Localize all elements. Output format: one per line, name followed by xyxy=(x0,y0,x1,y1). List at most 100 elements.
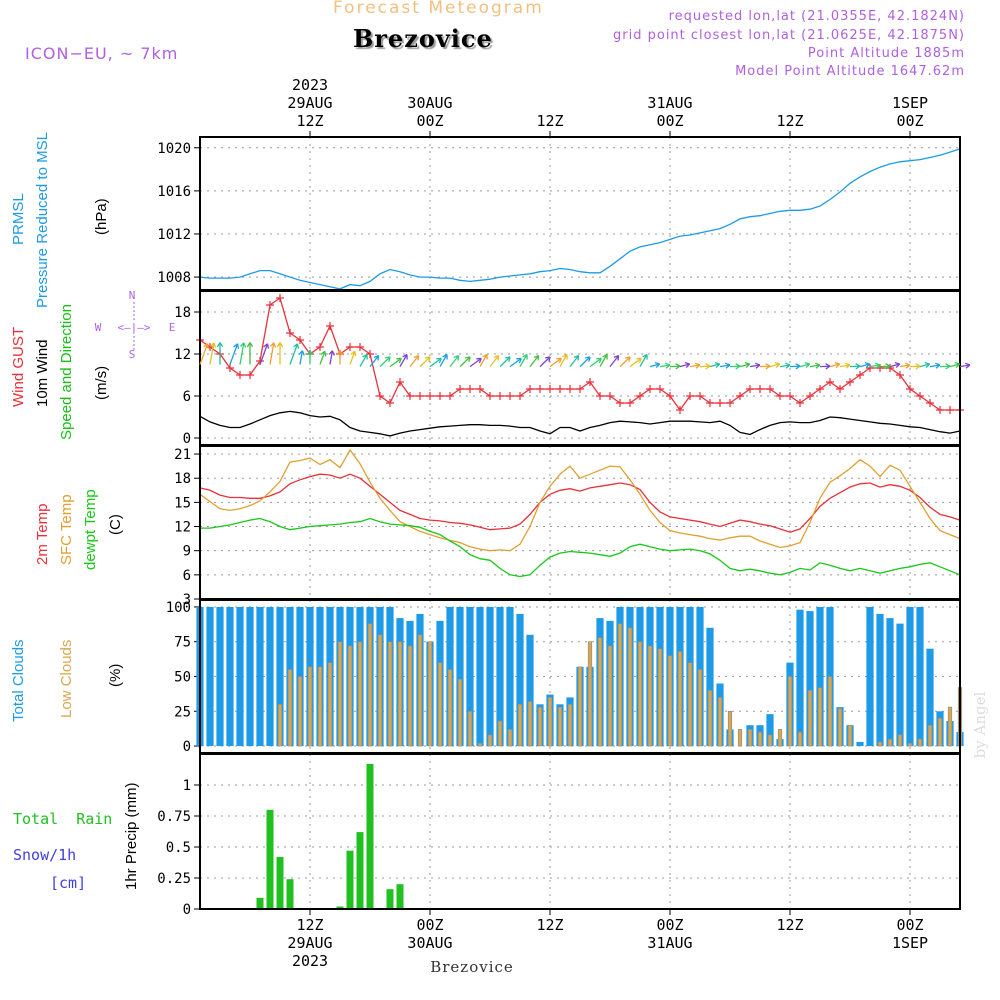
total-cloud-bar xyxy=(246,607,254,747)
low-clouds-label: Low Clouds xyxy=(58,640,75,718)
wind-arrow xyxy=(789,365,801,368)
low-cloud-bar xyxy=(397,641,403,747)
wind-10m-label: 10m Wind xyxy=(34,339,51,407)
top-time-label: 12Z xyxy=(296,112,323,130)
bottom-time-label: 2023 xyxy=(292,952,328,970)
gust-point xyxy=(526,385,534,393)
low-cloud-bar xyxy=(797,731,803,747)
gust-point xyxy=(576,385,584,393)
gust-point xyxy=(786,392,794,400)
gust-point xyxy=(356,343,364,351)
low-cloud-bar xyxy=(727,710,733,747)
wind-arrow-head xyxy=(556,357,562,364)
rain-bar xyxy=(396,884,404,909)
wind-arrow xyxy=(259,343,269,365)
low-cloud-bar xyxy=(517,703,523,747)
wind-arrow-head xyxy=(306,350,314,356)
wind-arrow-head xyxy=(744,361,751,369)
gust-point xyxy=(236,371,244,379)
pressure-label-2: Pressure Reduced to MSL xyxy=(34,132,51,308)
top-time-label: 2023 xyxy=(292,76,328,94)
gust-point xyxy=(676,406,684,414)
gust-point xyxy=(416,392,424,400)
bottom-time-label: 12Z xyxy=(296,916,323,934)
gust-point xyxy=(756,385,764,393)
gust-point xyxy=(656,385,664,393)
wind-arrow xyxy=(879,365,891,368)
gust-point xyxy=(546,385,554,393)
total-cloud-bar xyxy=(906,607,914,747)
rain-bar xyxy=(346,850,354,909)
wind-arrow-head xyxy=(774,361,781,369)
low-cloud-bar xyxy=(637,641,643,747)
wind-arrow xyxy=(599,354,608,367)
gust-point xyxy=(466,385,474,393)
wind-arrow-head xyxy=(844,362,851,369)
wind-arrow-head xyxy=(874,362,881,369)
bottom-time-label: 00Z xyxy=(656,916,683,934)
wind-arrow-head xyxy=(453,354,460,361)
wind-arrow-head xyxy=(642,353,648,360)
gust-point xyxy=(846,378,854,386)
wind-arrow xyxy=(449,355,460,368)
gust-point xyxy=(506,392,514,400)
low-cloud-bar xyxy=(657,648,663,747)
wind-arrow xyxy=(869,364,881,368)
total-cloud-bar xyxy=(486,607,494,747)
low-cloud-bar xyxy=(667,655,673,747)
gust-point xyxy=(896,371,904,379)
y-tick-label: 21 xyxy=(174,447,191,463)
wind-arrow xyxy=(639,354,648,367)
snow-label: Snow/1h xyxy=(13,846,76,864)
wind-arrow xyxy=(729,365,741,368)
panel-frame xyxy=(199,753,961,910)
wind-arrow xyxy=(389,357,402,368)
low-cloud-bar xyxy=(557,706,563,747)
temp2m-label: 2m Temp xyxy=(34,504,51,565)
total-cloud-bar xyxy=(856,741,864,747)
wind-arrow xyxy=(819,365,831,368)
wind-arrow xyxy=(939,365,951,368)
wind-arrow xyxy=(479,354,488,367)
low-cloud-bar xyxy=(527,701,533,747)
low-cloud-bar xyxy=(787,676,793,747)
low-cloud-bar xyxy=(877,741,883,747)
y-tick-label: 0 xyxy=(183,902,191,918)
total-cloud-bar xyxy=(496,607,504,747)
gust-point xyxy=(806,392,814,400)
low-cloud-bar xyxy=(507,729,513,747)
total-cloud-bar xyxy=(256,607,264,747)
wind-arrow-head xyxy=(945,363,951,370)
gust-point xyxy=(436,392,444,400)
gust-point xyxy=(456,385,464,393)
gust-point xyxy=(586,378,594,386)
wind-arrow-head xyxy=(516,357,522,364)
gust-point xyxy=(536,385,544,393)
total-cloud-bar xyxy=(466,607,474,747)
wind-arrow-head xyxy=(625,356,631,362)
low-cloud-bar xyxy=(317,666,323,747)
total-cloud-bar xyxy=(796,609,804,746)
gust-point xyxy=(406,392,414,400)
low-cloud-bar xyxy=(847,724,853,747)
wind-gust-label: Wind GUST xyxy=(10,327,27,407)
wind-arrow-head xyxy=(596,357,602,364)
gust-point xyxy=(826,378,834,386)
low-cloud-bar xyxy=(297,676,303,747)
wind-arrow-head xyxy=(482,353,488,360)
gust-point xyxy=(626,399,634,407)
wind-compass: N W <—|—> E S xyxy=(95,289,176,361)
total-cloud-bar xyxy=(526,634,534,747)
low-cloud-bar xyxy=(457,678,463,747)
gust-point xyxy=(486,392,494,400)
low-cloud-bar xyxy=(807,690,813,747)
wind-arrow xyxy=(429,357,442,368)
low-cloud-bar xyxy=(917,738,923,747)
low-cloud-bar xyxy=(947,706,953,747)
low-cloud-bar xyxy=(537,706,543,747)
wind-arrow-head xyxy=(522,353,528,360)
low-cloud-bar xyxy=(307,666,313,747)
y-tick-label: 6 xyxy=(183,568,191,584)
total-cloud-bar xyxy=(456,607,464,747)
wind-arrow-head xyxy=(804,361,811,369)
